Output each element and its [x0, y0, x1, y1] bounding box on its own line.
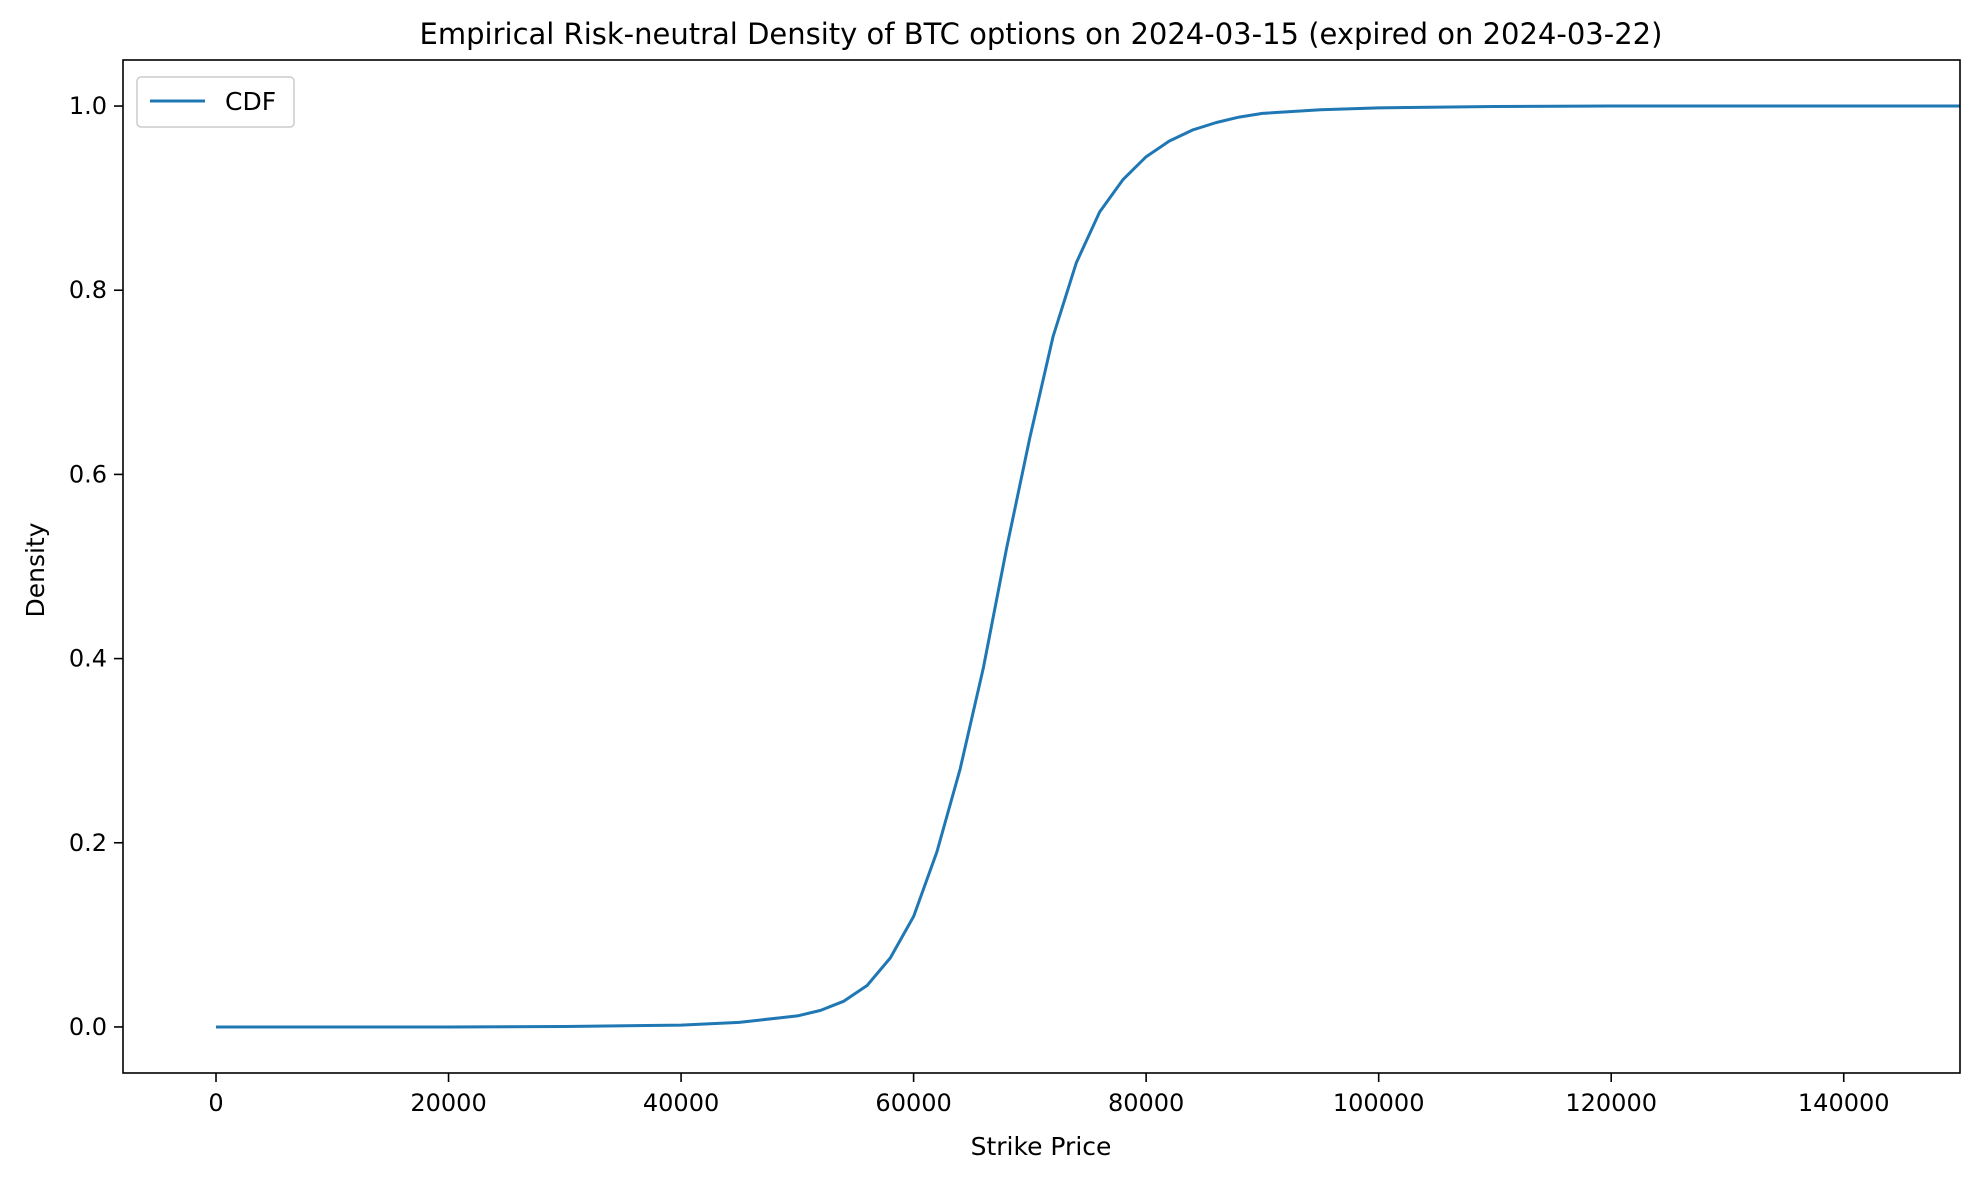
- y-tick-label: 0.8: [69, 276, 107, 304]
- x-tick-label: 120000: [1565, 1089, 1657, 1117]
- y-tick-label: 0.4: [69, 645, 107, 673]
- x-tick-label: 80000: [1108, 1089, 1184, 1117]
- legend-box: [136, 76, 295, 128]
- x-axis-label: Strike Price: [971, 1132, 1112, 1161]
- series-line-cdf: [216, 104, 1960, 1029]
- y-tick-label: 0.0: [69, 1013, 107, 1041]
- y-tick-label: 1.0: [69, 92, 107, 120]
- axes-frame: [122, 59, 1961, 1074]
- x-tick-label: 140000: [1798, 1089, 1890, 1117]
- y-tick-label: 0.6: [69, 460, 107, 488]
- legend-label-cdf: CDF: [225, 87, 276, 116]
- x-tick-label: 60000: [875, 1089, 951, 1117]
- x-tick-label: 40000: [643, 1089, 719, 1117]
- legend: CDF: [136, 76, 295, 128]
- x-tick-label: 20000: [410, 1089, 486, 1117]
- chart-title: Empirical Risk-neutral Density of BTC op…: [420, 17, 1663, 51]
- y-tick-label: 0.2: [69, 829, 107, 857]
- x-tick-label: 0: [208, 1089, 223, 1117]
- plot-area: 0 20000 40000 60000 80000 100000 120000 140000 0…: [69, 59, 1961, 1117]
- y-axis-label: Density: [21, 522, 50, 617]
- x-tick-label: 100000: [1333, 1089, 1425, 1117]
